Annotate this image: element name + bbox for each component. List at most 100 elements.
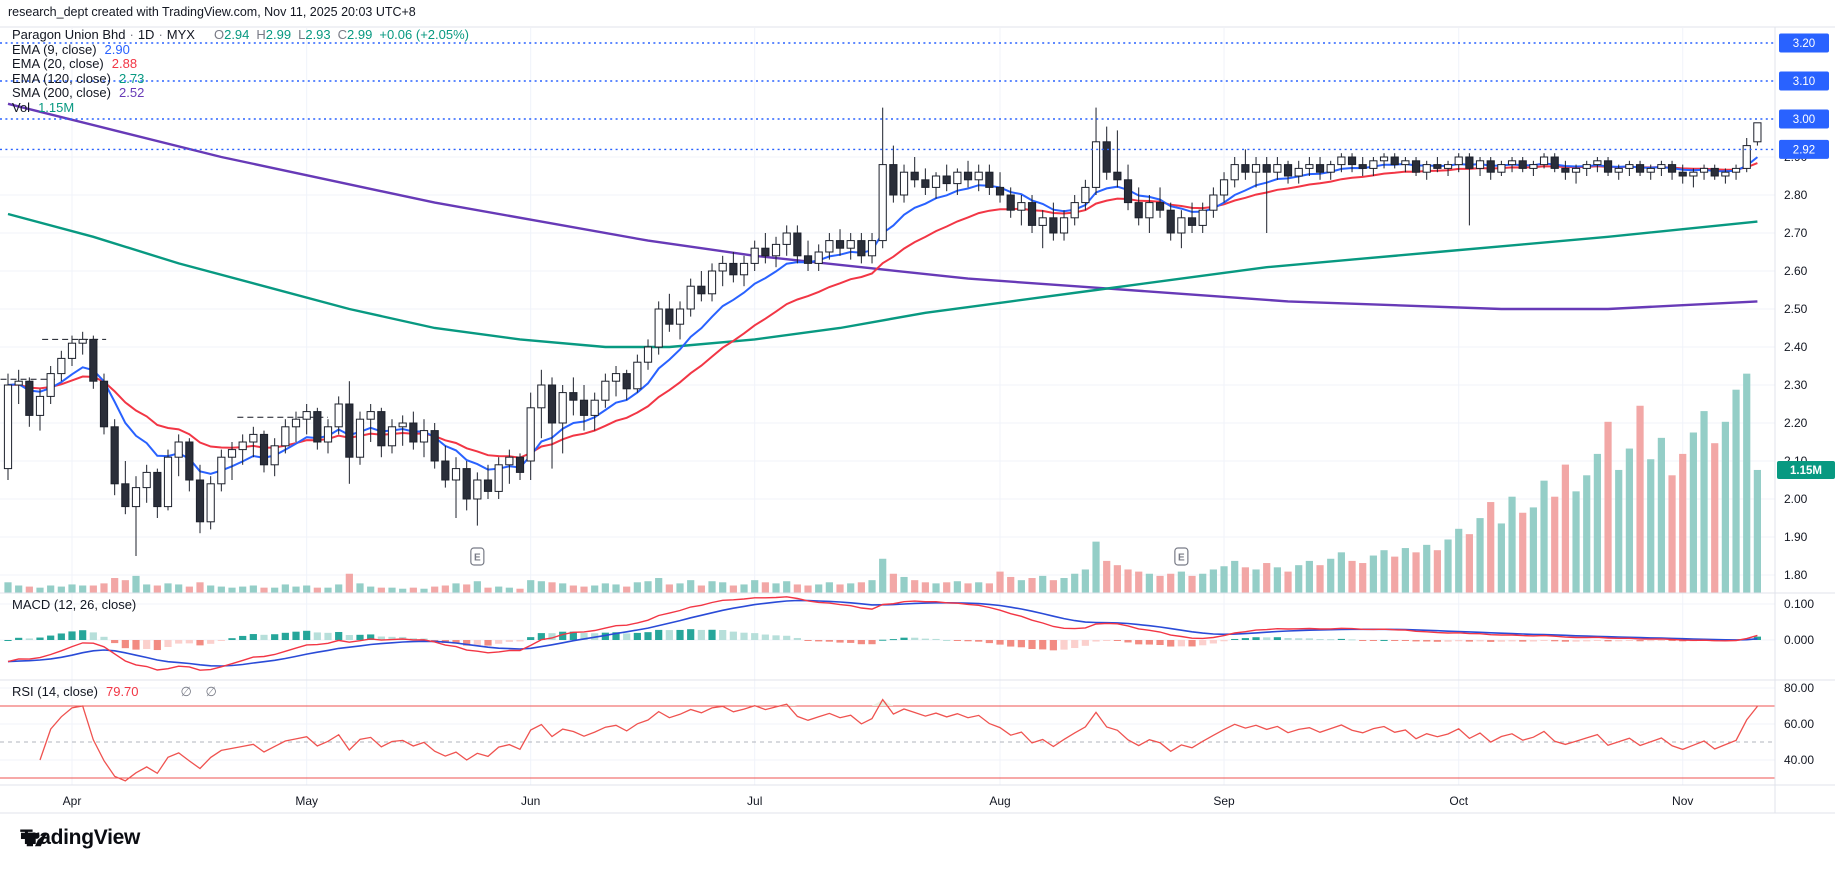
volume-bar <box>303 585 311 593</box>
macd-pane[interactable] <box>4 596 1761 671</box>
macd-histogram-bar <box>1049 640 1057 651</box>
rsi-label: RSI (14, close) <box>12 684 98 699</box>
candle-body <box>302 411 311 420</box>
volume-bar <box>708 581 716 593</box>
price-level-badge[interactable]: 3.20 <box>1779 33 1829 53</box>
candle-body <box>1123 179 1133 204</box>
candle-body <box>1017 202 1026 211</box>
indicator-legend-sma200[interactable]: SMA (200, close) 2.52 <box>12 86 469 101</box>
volume-bar <box>516 588 524 593</box>
tradingview-brand-text: TradingView <box>20 826 141 849</box>
macd-histogram-bar <box>985 640 993 644</box>
rsi-pane-legend[interactable]: RSI (14, close) 79.70 ∅ ∅ <box>12 684 217 700</box>
volume-bar <box>985 583 993 593</box>
macd-histogram-bar <box>708 629 716 640</box>
candle-body <box>1561 167 1570 173</box>
macd-histogram-bar <box>121 640 129 649</box>
price-tick-label: 2.60 <box>1784 264 1808 278</box>
volume-bar <box>943 582 951 593</box>
symbol-legend-row[interactable]: Paragon Union Bhd · 1D · MYX O2.94 H2.99 L2.93 C… <box>12 27 469 43</box>
macd-histogram-bar <box>676 629 684 640</box>
separator-dot: · <box>158 27 163 42</box>
candle-body <box>206 483 215 523</box>
candle-body <box>675 308 685 325</box>
macd-histogram-bar <box>1188 640 1196 647</box>
price-level-badge-bg <box>1779 109 1829 129</box>
macd-histogram-bar <box>868 640 876 645</box>
volume-bar <box>1380 550 1388 593</box>
macd-histogram-bar <box>537 633 545 640</box>
candle-body <box>473 479 482 500</box>
macd-histogram-bar <box>1401 640 1409 641</box>
macd-histogram-bar <box>943 639 951 641</box>
candle-body <box>1411 160 1421 173</box>
candle-body <box>942 175 951 185</box>
volume-bar <box>1156 575 1164 593</box>
candle-body <box>1721 171 1730 177</box>
separator-dot: · <box>129 27 134 42</box>
price-pane[interactable] <box>0 102 1759 475</box>
macd-pane-legend[interactable]: MACD (12, 26, close) <box>12 597 136 612</box>
volume-bar <box>825 582 833 593</box>
candle-body <box>1155 202 1165 211</box>
candle-body <box>729 262 738 276</box>
candle-body <box>1369 160 1378 169</box>
macd-histogram-bar <box>1316 639 1324 641</box>
candle-body <box>174 441 183 458</box>
candle-body <box>409 422 418 443</box>
indicator-legend-ema120[interactable]: EMA (120, close) 2.73 <box>12 71 469 87</box>
volume-bar <box>1316 565 1324 593</box>
volume-bar <box>911 580 919 593</box>
tradingview-footer[interactable]: TradingView <box>20 826 140 850</box>
macd-histogram-bar <box>68 631 76 640</box>
rsi-pane[interactable] <box>0 698 1775 782</box>
price-level-badge[interactable]: 3.10 <box>1779 71 1829 91</box>
month-label: Aug <box>989 794 1010 808</box>
candle-body <box>419 430 429 443</box>
volume-bar <box>1401 548 1409 593</box>
volume-bar <box>1700 411 1708 593</box>
candle-body <box>1454 156 1463 166</box>
candle-body <box>889 164 898 196</box>
volume-badge-bg <box>1777 460 1835 479</box>
candle-body <box>1657 164 1666 169</box>
price-axis[interactable]: 2.902.802.702.602.502.402.302.202.102.00… <box>63 150 1815 808</box>
candle-body <box>1209 194 1218 211</box>
macd-histogram-bar <box>623 633 631 640</box>
candle-body <box>1006 194 1015 211</box>
candle-body <box>1497 164 1506 173</box>
candle-body <box>1027 202 1037 226</box>
macd-histogram-bar <box>1540 640 1548 641</box>
candle-body <box>974 171 983 181</box>
volume-bar <box>1359 563 1367 593</box>
price-level-badge[interactable]: 3.00 <box>1779 109 1829 129</box>
volume-bar <box>196 582 204 593</box>
price-level-badge[interactable]: 2.92 <box>1779 139 1829 159</box>
macd-histogram-bar <box>345 635 353 640</box>
volume-bar <box>495 586 503 593</box>
month-label: Jun <box>521 794 540 808</box>
macd-histogram-bar <box>804 640 812 641</box>
macd-histogram-bar <box>580 632 588 640</box>
earnings-marker[interactable]: E <box>1174 547 1189 566</box>
rsi-tick-label: 60.00 <box>1784 717 1814 731</box>
earnings-marker[interactable]: E <box>470 547 485 566</box>
volume-bar <box>1689 432 1697 593</box>
macd-histogram-bar <box>1060 640 1068 650</box>
candle-body <box>910 171 919 181</box>
price-level-badge-text: 3.10 <box>1793 76 1815 88</box>
candle-body <box>601 380 610 401</box>
macd-histogram-bar <box>153 640 161 651</box>
macd-histogram-bar <box>4 640 12 641</box>
candle-body <box>430 430 439 462</box>
macd-histogram-bar <box>89 632 97 640</box>
volume-bar <box>185 586 193 593</box>
macd-histogram-bar <box>207 640 215 644</box>
volume-bar <box>36 587 44 593</box>
volume-bar <box>1572 491 1580 593</box>
indicator-legend-ema20[interactable]: EMA (20, close) 2.88 <box>12 56 469 72</box>
indicator-legend-volume[interactable]: Vol 1.15M <box>12 100 469 116</box>
candle-body <box>131 487 141 508</box>
indicator-legend-ema9[interactable]: EMA (9, close) 2.90 <box>12 42 469 58</box>
